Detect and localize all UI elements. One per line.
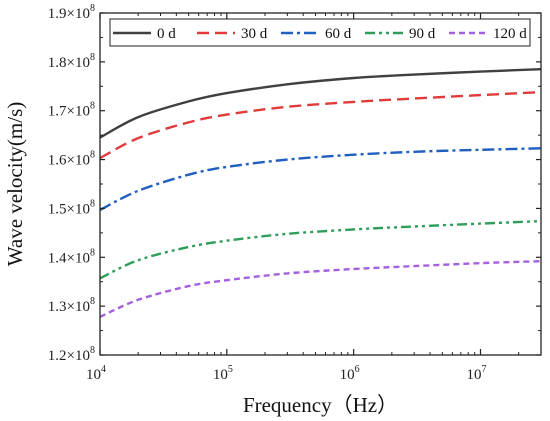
y-tick-label: 1.8×108 xyxy=(48,52,95,71)
y-tick-label: 1.3×108 xyxy=(48,296,95,315)
legend-label: 0 d xyxy=(157,26,176,42)
x-tick-label: 104 xyxy=(86,364,106,383)
y-tick-label: 1.9×108 xyxy=(48,3,95,22)
y-tick-label: 1.2×108 xyxy=(48,345,95,364)
x-tick-label: 105 xyxy=(213,364,233,383)
y-tick-label: 1.4×108 xyxy=(48,247,95,266)
series-line-0d xyxy=(99,68,542,139)
plot-frame xyxy=(99,12,542,356)
x-tick-label: 106 xyxy=(340,364,360,383)
series-line-90d xyxy=(99,219,542,280)
x-axis-title: Frequency（Hz） xyxy=(243,393,398,417)
y-tick-label: 1.7×108 xyxy=(48,101,95,120)
y-tick-label: 1.5×108 xyxy=(48,198,95,217)
legend-label: 90 d xyxy=(409,26,436,42)
legend-label: 30 d xyxy=(241,26,268,42)
legend-label: 60 d xyxy=(325,26,352,42)
series-line-30d xyxy=(99,90,542,160)
series-line-60d xyxy=(99,147,542,211)
x-tick-label: 107 xyxy=(466,364,486,383)
legend-label: 120 d xyxy=(493,26,527,42)
y-axis-title: Wave velocity(m/s) xyxy=(3,102,27,267)
y-tick-label: 1.6×108 xyxy=(48,150,95,169)
series-line-120d xyxy=(99,260,542,318)
legend-box xyxy=(109,18,531,47)
